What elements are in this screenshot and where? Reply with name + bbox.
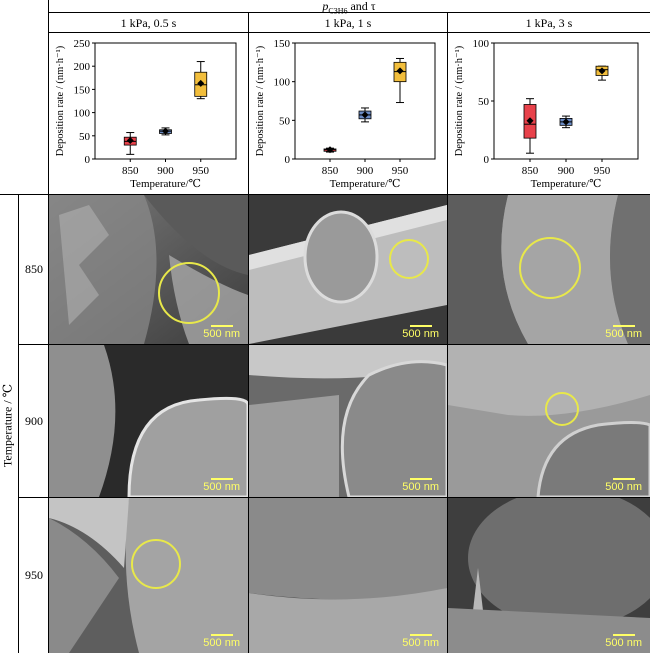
sem-image-950-1s: 500 nm bbox=[249, 498, 447, 653]
row-label-900: 900 bbox=[25, 414, 43, 428]
mean-marker bbox=[162, 127, 169, 135]
x-axis-label: Temperature/℃ bbox=[531, 178, 602, 190]
mean-marker bbox=[526, 117, 534, 125]
column-header-1: 1 kPa, 0.5 s bbox=[120, 16, 177, 30]
grid-line bbox=[48, 32, 650, 33]
y-tick-label: 50 bbox=[279, 115, 291, 127]
mean-marker bbox=[326, 146, 334, 154]
y-tick-label: 50 bbox=[79, 131, 91, 143]
y-axis-label: Deposition rate / (nm·h⁻¹) bbox=[255, 45, 266, 156]
scale-bar: 500 nm bbox=[203, 634, 240, 649]
grid-line bbox=[0, 194, 650, 195]
y-axis-label: Deposition rate / (nm·h⁻¹) bbox=[55, 45, 66, 156]
y-tick-label: 100 bbox=[473, 38, 490, 50]
scale-bar: 500 nm bbox=[402, 325, 439, 340]
x-tick-label: 950 bbox=[392, 165, 409, 177]
sem-image-850-3s: 500 nm bbox=[448, 195, 650, 344]
mean-marker bbox=[396, 67, 404, 75]
mean-marker bbox=[562, 118, 570, 126]
scale-bar: 500 nm bbox=[402, 478, 439, 493]
scale-bar: 500 nm bbox=[605, 478, 642, 493]
x-tick-label: 950 bbox=[193, 165, 210, 177]
scale-bar: 500 nm bbox=[203, 478, 240, 493]
grid-line bbox=[18, 497, 650, 498]
x-tick-label: 950 bbox=[594, 165, 611, 177]
y-tick-label: 200 bbox=[74, 61, 91, 73]
scale-bar: 500 nm bbox=[402, 634, 439, 649]
row-label-950: 950 bbox=[25, 568, 43, 582]
y-tick-label: 250 bbox=[74, 38, 91, 50]
scale-bar: 500 nm bbox=[203, 325, 240, 340]
figure-header: pC3H6 and τ bbox=[322, 0, 376, 16]
x-axis-label: Temperature/℃ bbox=[330, 178, 401, 190]
sem-image-850-0.5s: 500 nm bbox=[49, 195, 248, 344]
y-tick-label: 100 bbox=[274, 77, 291, 89]
grid-line bbox=[18, 344, 650, 345]
x-tick-label: 850 bbox=[322, 165, 339, 177]
y-tick-label: 50 bbox=[478, 96, 490, 108]
y-tick-label: 150 bbox=[274, 38, 291, 50]
mean-marker bbox=[126, 136, 134, 144]
grid-line bbox=[248, 12, 249, 653]
scale-bar: 500 nm bbox=[605, 325, 642, 340]
y-tick-label: 0 bbox=[484, 154, 490, 166]
y-tick-label: 150 bbox=[74, 84, 91, 96]
chart-panel-3: 0 50 100 850 900 950 Temperature/℃ Deposition r… bbox=[448, 33, 650, 194]
x-axis-label: Temperature/℃ bbox=[130, 178, 201, 190]
chart-panel-1: 0 50 100 150 200 250 850 900 950 Temperature/℃ Dep… bbox=[49, 33, 248, 194]
sem-image-950-3s: 500 nm bbox=[448, 498, 650, 653]
x-tick-label: 900 bbox=[558, 165, 575, 177]
x-tick-label: 850 bbox=[122, 165, 139, 177]
x-tick-label: 900 bbox=[157, 165, 174, 177]
y-tick-label: 0 bbox=[85, 154, 91, 166]
sem-image-900-1s: 500 nm bbox=[249, 345, 447, 497]
y-axis-label: Deposition rate / (nm·h⁻¹) bbox=[454, 45, 465, 156]
chart-panel-2: 0 50 100 150 850 900 950 Temperature/℃ Depositio… bbox=[249, 33, 447, 194]
grid-line bbox=[18, 194, 19, 653]
sem-image-900-0.5s: 500 nm bbox=[49, 345, 248, 497]
grid-line bbox=[48, 12, 650, 13]
column-header-2: 1 kPa, 1 s bbox=[324, 16, 372, 30]
plot-frame bbox=[94, 42, 237, 160]
mean-marker bbox=[197, 79, 205, 87]
plot-frame bbox=[294, 42, 436, 160]
y-tick-label: 0 bbox=[285, 154, 291, 166]
sem-image-950-0.5s: 500 nm bbox=[49, 498, 248, 653]
x-tick-label: 900 bbox=[357, 165, 374, 177]
sem-image-850-1s: 500 nm bbox=[249, 195, 447, 344]
scale-bar: 500 nm bbox=[605, 634, 642, 649]
plot-frame bbox=[493, 42, 639, 160]
mean-marker bbox=[598, 67, 606, 75]
mean-marker bbox=[361, 111, 369, 119]
x-tick-label: 850 bbox=[522, 165, 539, 177]
column-header-3: 1 kPa, 3 s bbox=[525, 16, 573, 30]
grid-line bbox=[48, 0, 49, 653]
y-tick-label: 100 bbox=[74, 108, 91, 120]
sem-image-900-3s: 500 nm bbox=[448, 345, 650, 497]
grid-line bbox=[447, 12, 448, 653]
row-axis-label: Temperature / ℃ bbox=[0, 383, 15, 468]
row-label-850: 850 bbox=[25, 262, 43, 276]
